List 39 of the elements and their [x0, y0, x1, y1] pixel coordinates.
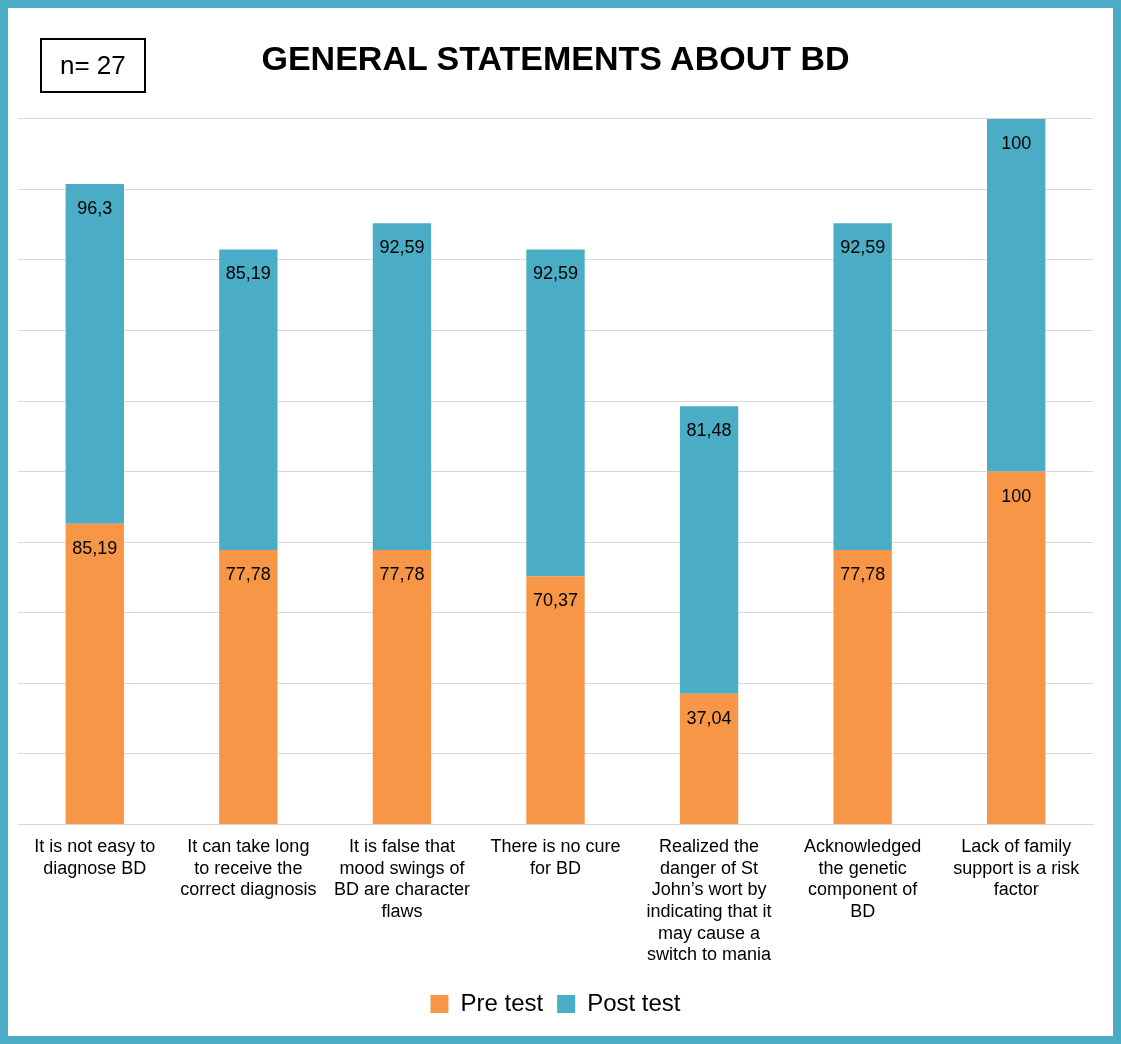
data-label: 85,19 — [225, 263, 271, 284]
data-label: 70,37 — [532, 590, 579, 611]
data-label: 37,04 — [686, 707, 732, 728]
chart-title: GENERAL STATEMENTS ABOUT BD — [261, 38, 850, 77]
bar — [65, 184, 124, 524]
data-label: 77,78 — [379, 563, 425, 584]
bar — [526, 576, 585, 824]
data-label: 77,78 — [840, 563, 886, 584]
legend-label: Post test — [587, 988, 681, 1016]
bar — [679, 406, 739, 694]
data-label: 100 — [1001, 132, 1032, 153]
legend-label: Pre test — [460, 988, 544, 1016]
bar — [833, 223, 892, 550]
data-label: 92,59 — [532, 263, 579, 284]
data-label: 77,78 — [225, 563, 271, 584]
x-tick-label: Acknowledged the genetic component of BD — [804, 836, 922, 921]
data-label: 85,19 — [72, 537, 118, 558]
data-label: 92,59 — [840, 237, 886, 258]
bar — [65, 523, 124, 824]
data-label: 96,3 — [77, 198, 113, 219]
x-tick-label: It is not easy to diagnose BD — [34, 836, 156, 878]
x-tick-label: It can take long to receive the correct diagnosis — [180, 836, 317, 900]
x-tick-label: There is no cure for BD — [490, 836, 621, 878]
bar — [987, 471, 1046, 824]
bar — [987, 118, 1046, 472]
data-label: 92,59 — [379, 237, 425, 258]
x-tick-label: Lack of family support is a risk factor — [953, 836, 1081, 900]
bar — [219, 249, 278, 550]
x-tick-label: It is false that mood swings of BD are character flaws — [333, 836, 470, 921]
bar — [833, 549, 892, 824]
bar — [372, 549, 432, 824]
data-label: 81,48 — [686, 420, 732, 441]
bar — [526, 249, 585, 577]
x-tick-label: Realized the danger of St John’s wort by indicating that it may cause a switch to mania — [646, 836, 773, 965]
bar — [372, 223, 432, 550]
text: n= 27 — [40, 38, 146, 93]
data-label: 100 — [1001, 485, 1032, 506]
bar — [219, 549, 278, 824]
bar — [679, 693, 739, 824]
